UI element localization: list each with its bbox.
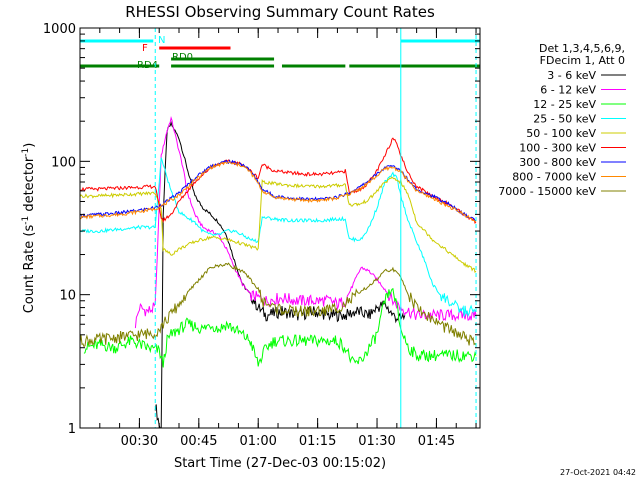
- series-line-5: [79, 137, 477, 224]
- y-tick-label: 1: [68, 422, 76, 437]
- x-tick-label: 00:30: [121, 434, 158, 449]
- generated-timestamp: 27-Oct-2021 04:42: [560, 468, 636, 477]
- y-label-close: ): [22, 143, 37, 148]
- x-tick-label: 01:00: [239, 434, 276, 449]
- y-label-main: Count Rate (s: [22, 225, 37, 314]
- flag-label-rd4: RD4: [137, 60, 158, 71]
- legend-label: 3 - 6 keV: [547, 69, 596, 82]
- y-label-tail: detector: [22, 156, 37, 216]
- legend-label: 7000 - 15000 keV: [498, 185, 596, 198]
- plot-frame: [79, 27, 481, 429]
- legend-label: 50 - 100 keV: [526, 127, 596, 140]
- legend-label: 25 - 50 keV: [533, 113, 596, 126]
- series-line-8: [79, 262, 477, 348]
- legend-header-2: FDecim 1, Att 0: [540, 54, 625, 67]
- legend-label: 800 - 7000 keV: [512, 171, 596, 184]
- x-tick-label: 01:45: [418, 434, 455, 449]
- legend-label: 300 - 800 keV: [519, 156, 596, 169]
- series-line-2: [83, 287, 477, 368]
- plot-series: [79, 116, 477, 429]
- y-axis-label: Count Rate (s-1 detector-1): [21, 143, 37, 314]
- flag-label-n: N: [158, 35, 165, 46]
- chart-title: RHESSI Observing Summary Count Rates: [125, 3, 435, 21]
- y-tick-label: 100: [51, 155, 76, 170]
- x-axis: 00:30 00:45 01:00 01:15 01:30 01:45: [99, 28, 477, 449]
- x-tick-label: 01:15: [299, 434, 336, 449]
- legend-header-1: Det 1,3,4,5,6,9,: [539, 42, 625, 55]
- series-line-0: [154, 120, 406, 429]
- x-tick-label: 00:45: [180, 434, 217, 449]
- series-line-4: [79, 176, 477, 274]
- series-line-1: [134, 116, 477, 329]
- series-line-7: [80, 161, 477, 223]
- x-tick-label: 01:30: [358, 434, 395, 449]
- y-label-sup: -1: [21, 216, 31, 225]
- flag-label-f: F: [142, 43, 148, 54]
- legend: Det 1,3,4,5,6,9, FDecim 1, Att 0 3 - 6 k…: [498, 42, 626, 198]
- vertical-markers: [154, 28, 477, 428]
- legend-label: 12 - 25 keV: [533, 98, 596, 111]
- x-axis-label: Start Time (27-Dec-03 00:15:02): [174, 456, 386, 471]
- y-axis: 1 10 100 1000: [43, 22, 480, 437]
- y-tick-label: 1000: [43, 22, 76, 37]
- y-tick-label: 10: [59, 289, 76, 304]
- flag-label-rd0: RD0: [172, 52, 193, 63]
- legend-label: 100 - 300 keV: [519, 142, 596, 155]
- legend-label: 6 - 12 keV: [540, 84, 596, 97]
- flag-bars: NF RD0 RD4: [80, 35, 480, 71]
- y-label-sup2: -1: [21, 148, 31, 157]
- series-line-3: [79, 157, 477, 318]
